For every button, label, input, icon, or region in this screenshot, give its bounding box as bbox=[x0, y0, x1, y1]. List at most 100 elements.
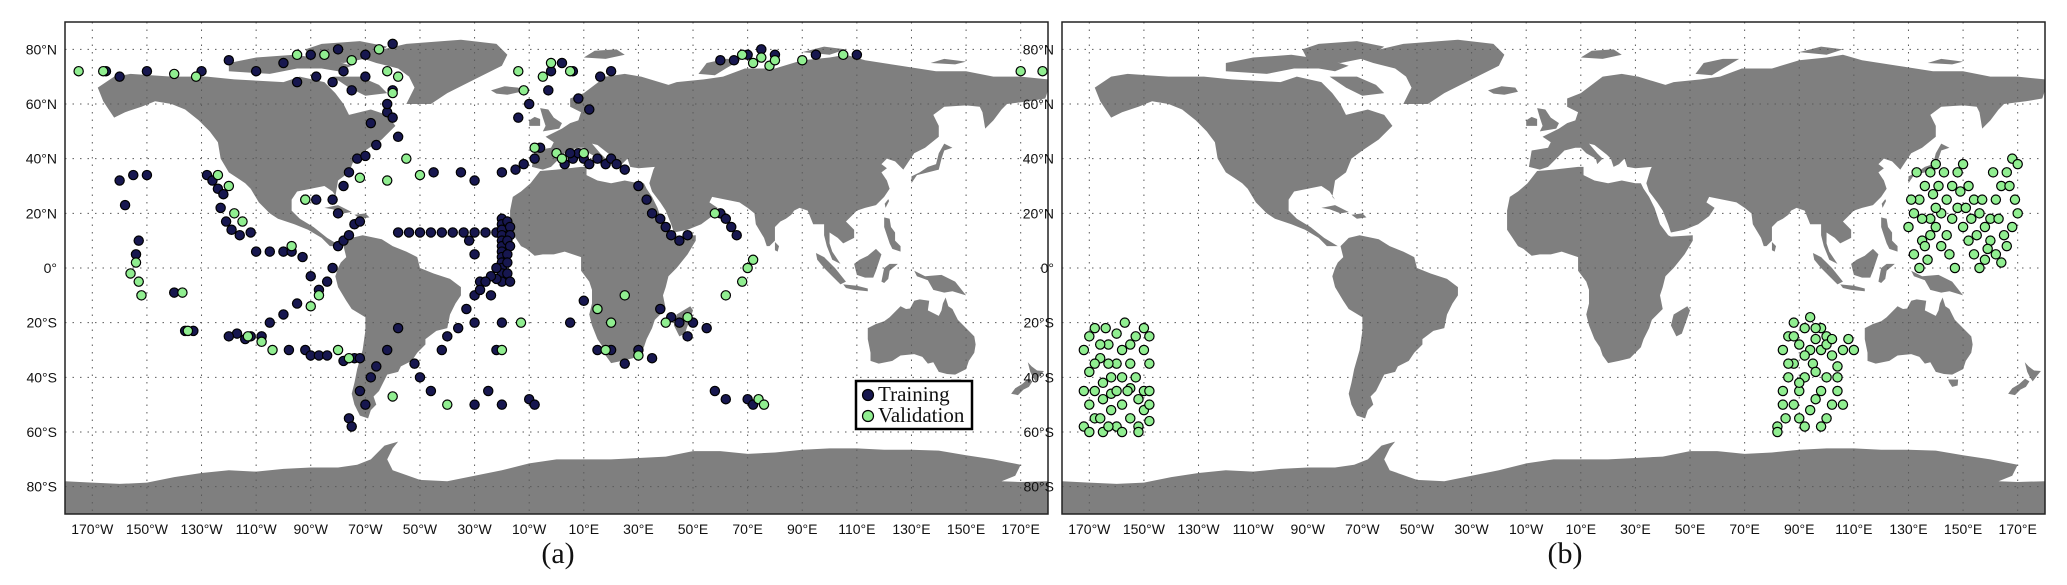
validation-point bbox=[1911, 167, 1922, 178]
validation-point bbox=[177, 287, 188, 298]
training-point bbox=[346, 421, 357, 432]
validation-point bbox=[1974, 262, 1985, 274]
validation-point bbox=[381, 65, 393, 77]
validation-point bbox=[1960, 202, 1972, 214]
panel-a-lon-tick-label: 90°E bbox=[787, 521, 818, 537]
training-point bbox=[392, 131, 404, 143]
validation-point bbox=[223, 180, 235, 192]
panel-a-lon-tick-label: 70°W bbox=[348, 521, 383, 537]
panel-b-lon-tick-label: 90°W bbox=[1291, 521, 1326, 537]
validation-point bbox=[1084, 426, 1095, 438]
panel-a-lon-tick-label: 30°E bbox=[623, 521, 654, 537]
panel-b-lon-tick-label: 130°E bbox=[1889, 521, 1927, 537]
training-point bbox=[133, 235, 144, 246]
panel-b-lat-tick-label: 60°N bbox=[1023, 96, 1054, 112]
validation-point bbox=[267, 344, 278, 356]
training-point bbox=[264, 246, 276, 257]
validation-point bbox=[1938, 167, 1950, 178]
validation-point bbox=[1927, 188, 1939, 200]
validation-point bbox=[1832, 372, 1843, 383]
validation-point bbox=[742, 262, 753, 274]
training-point bbox=[354, 385, 366, 397]
validation-point bbox=[332, 344, 344, 356]
validation-point bbox=[1815, 385, 1827, 397]
training-point bbox=[387, 38, 398, 50]
validation-point bbox=[720, 290, 732, 301]
validation-point bbox=[1925, 167, 1936, 178]
validation-point bbox=[1119, 317, 1131, 328]
validation-point bbox=[556, 153, 568, 164]
training-point bbox=[409, 358, 420, 369]
training-point bbox=[250, 246, 262, 257]
validation-point bbox=[2006, 221, 2018, 233]
validation-point bbox=[1919, 240, 1931, 252]
validation-point bbox=[1794, 413, 1805, 424]
panel-a-lat-tick-label: 20°S bbox=[26, 315, 57, 331]
training-point bbox=[502, 257, 513, 268]
validation-point bbox=[1084, 399, 1095, 410]
panel-a-lat-tick-label: 40°N bbox=[26, 151, 57, 167]
validation-point bbox=[1777, 399, 1789, 410]
validation-point bbox=[1105, 404, 1117, 416]
validation-point bbox=[1138, 322, 1150, 334]
validation-point bbox=[545, 57, 557, 69]
validation-point bbox=[1084, 331, 1095, 342]
training-point bbox=[305, 49, 316, 61]
validation-point bbox=[758, 399, 770, 410]
validation-point bbox=[1780, 413, 1791, 424]
training-point bbox=[480, 227, 491, 238]
training-point bbox=[709, 385, 721, 397]
training-point bbox=[297, 251, 308, 263]
validation-point bbox=[592, 303, 603, 315]
validation-point bbox=[1125, 358, 1136, 369]
training-point bbox=[223, 331, 235, 342]
validation-point bbox=[182, 325, 194, 337]
panel-a-lon-tick-label: 10°W bbox=[512, 521, 547, 537]
validation-point bbox=[1783, 358, 1794, 369]
validation-point bbox=[1941, 194, 1952, 205]
validation-point bbox=[1919, 180, 1931, 192]
training-point bbox=[354, 216, 366, 227]
training-point bbox=[469, 175, 480, 186]
validation-point bbox=[2009, 194, 2021, 205]
validation-point bbox=[133, 276, 144, 287]
training-point bbox=[436, 227, 448, 238]
panel-b-lon-tick-label: 30°W bbox=[1454, 521, 1489, 537]
validation-point bbox=[1799, 350, 1810, 361]
training-point bbox=[682, 331, 693, 342]
validation-point bbox=[1963, 180, 1974, 192]
panel-b-lat-tick-label: 40°S bbox=[1023, 369, 1054, 385]
panel-b-lon-tick-label: 150°W bbox=[1123, 521, 1166, 537]
panel-b-lon-tick-label: 110°E bbox=[1835, 521, 1872, 537]
panel-b-lat-tick-label: 0° bbox=[1041, 260, 1054, 276]
training-point bbox=[463, 235, 475, 246]
validation-point bbox=[837, 49, 849, 61]
training-point bbox=[360, 399, 371, 410]
validation-point bbox=[1130, 331, 1141, 342]
validation-point bbox=[1111, 385, 1122, 397]
validation-point bbox=[1979, 221, 1991, 233]
training-point bbox=[414, 372, 426, 383]
validation-point bbox=[1788, 331, 1800, 342]
validation-point bbox=[1810, 333, 1821, 345]
validation-point bbox=[2012, 158, 2023, 170]
validation-point bbox=[1916, 213, 1928, 225]
panel-b-lon-tick-label: 90°E bbox=[1784, 521, 1815, 537]
panel-a-lon-tick-label: 90°W bbox=[294, 521, 329, 537]
training-point bbox=[504, 276, 516, 287]
legend-validation-marker bbox=[861, 409, 875, 423]
validation-point bbox=[1908, 208, 1920, 219]
legend-box bbox=[854, 379, 974, 431]
training-point bbox=[455, 167, 467, 178]
training-point bbox=[343, 167, 355, 178]
panel-b-lon-tick-label: 50°E bbox=[1675, 521, 1706, 537]
validation-point bbox=[300, 194, 311, 205]
validation-point bbox=[1138, 344, 1150, 356]
training-point bbox=[564, 147, 576, 159]
validation-point bbox=[1810, 393, 1821, 405]
validation-point bbox=[392, 71, 404, 82]
panel-a-lon-tick-label: 170°W bbox=[71, 521, 114, 537]
validation-point bbox=[346, 55, 357, 66]
panel-b-lat-tick-label: 60°S bbox=[1023, 424, 1054, 440]
